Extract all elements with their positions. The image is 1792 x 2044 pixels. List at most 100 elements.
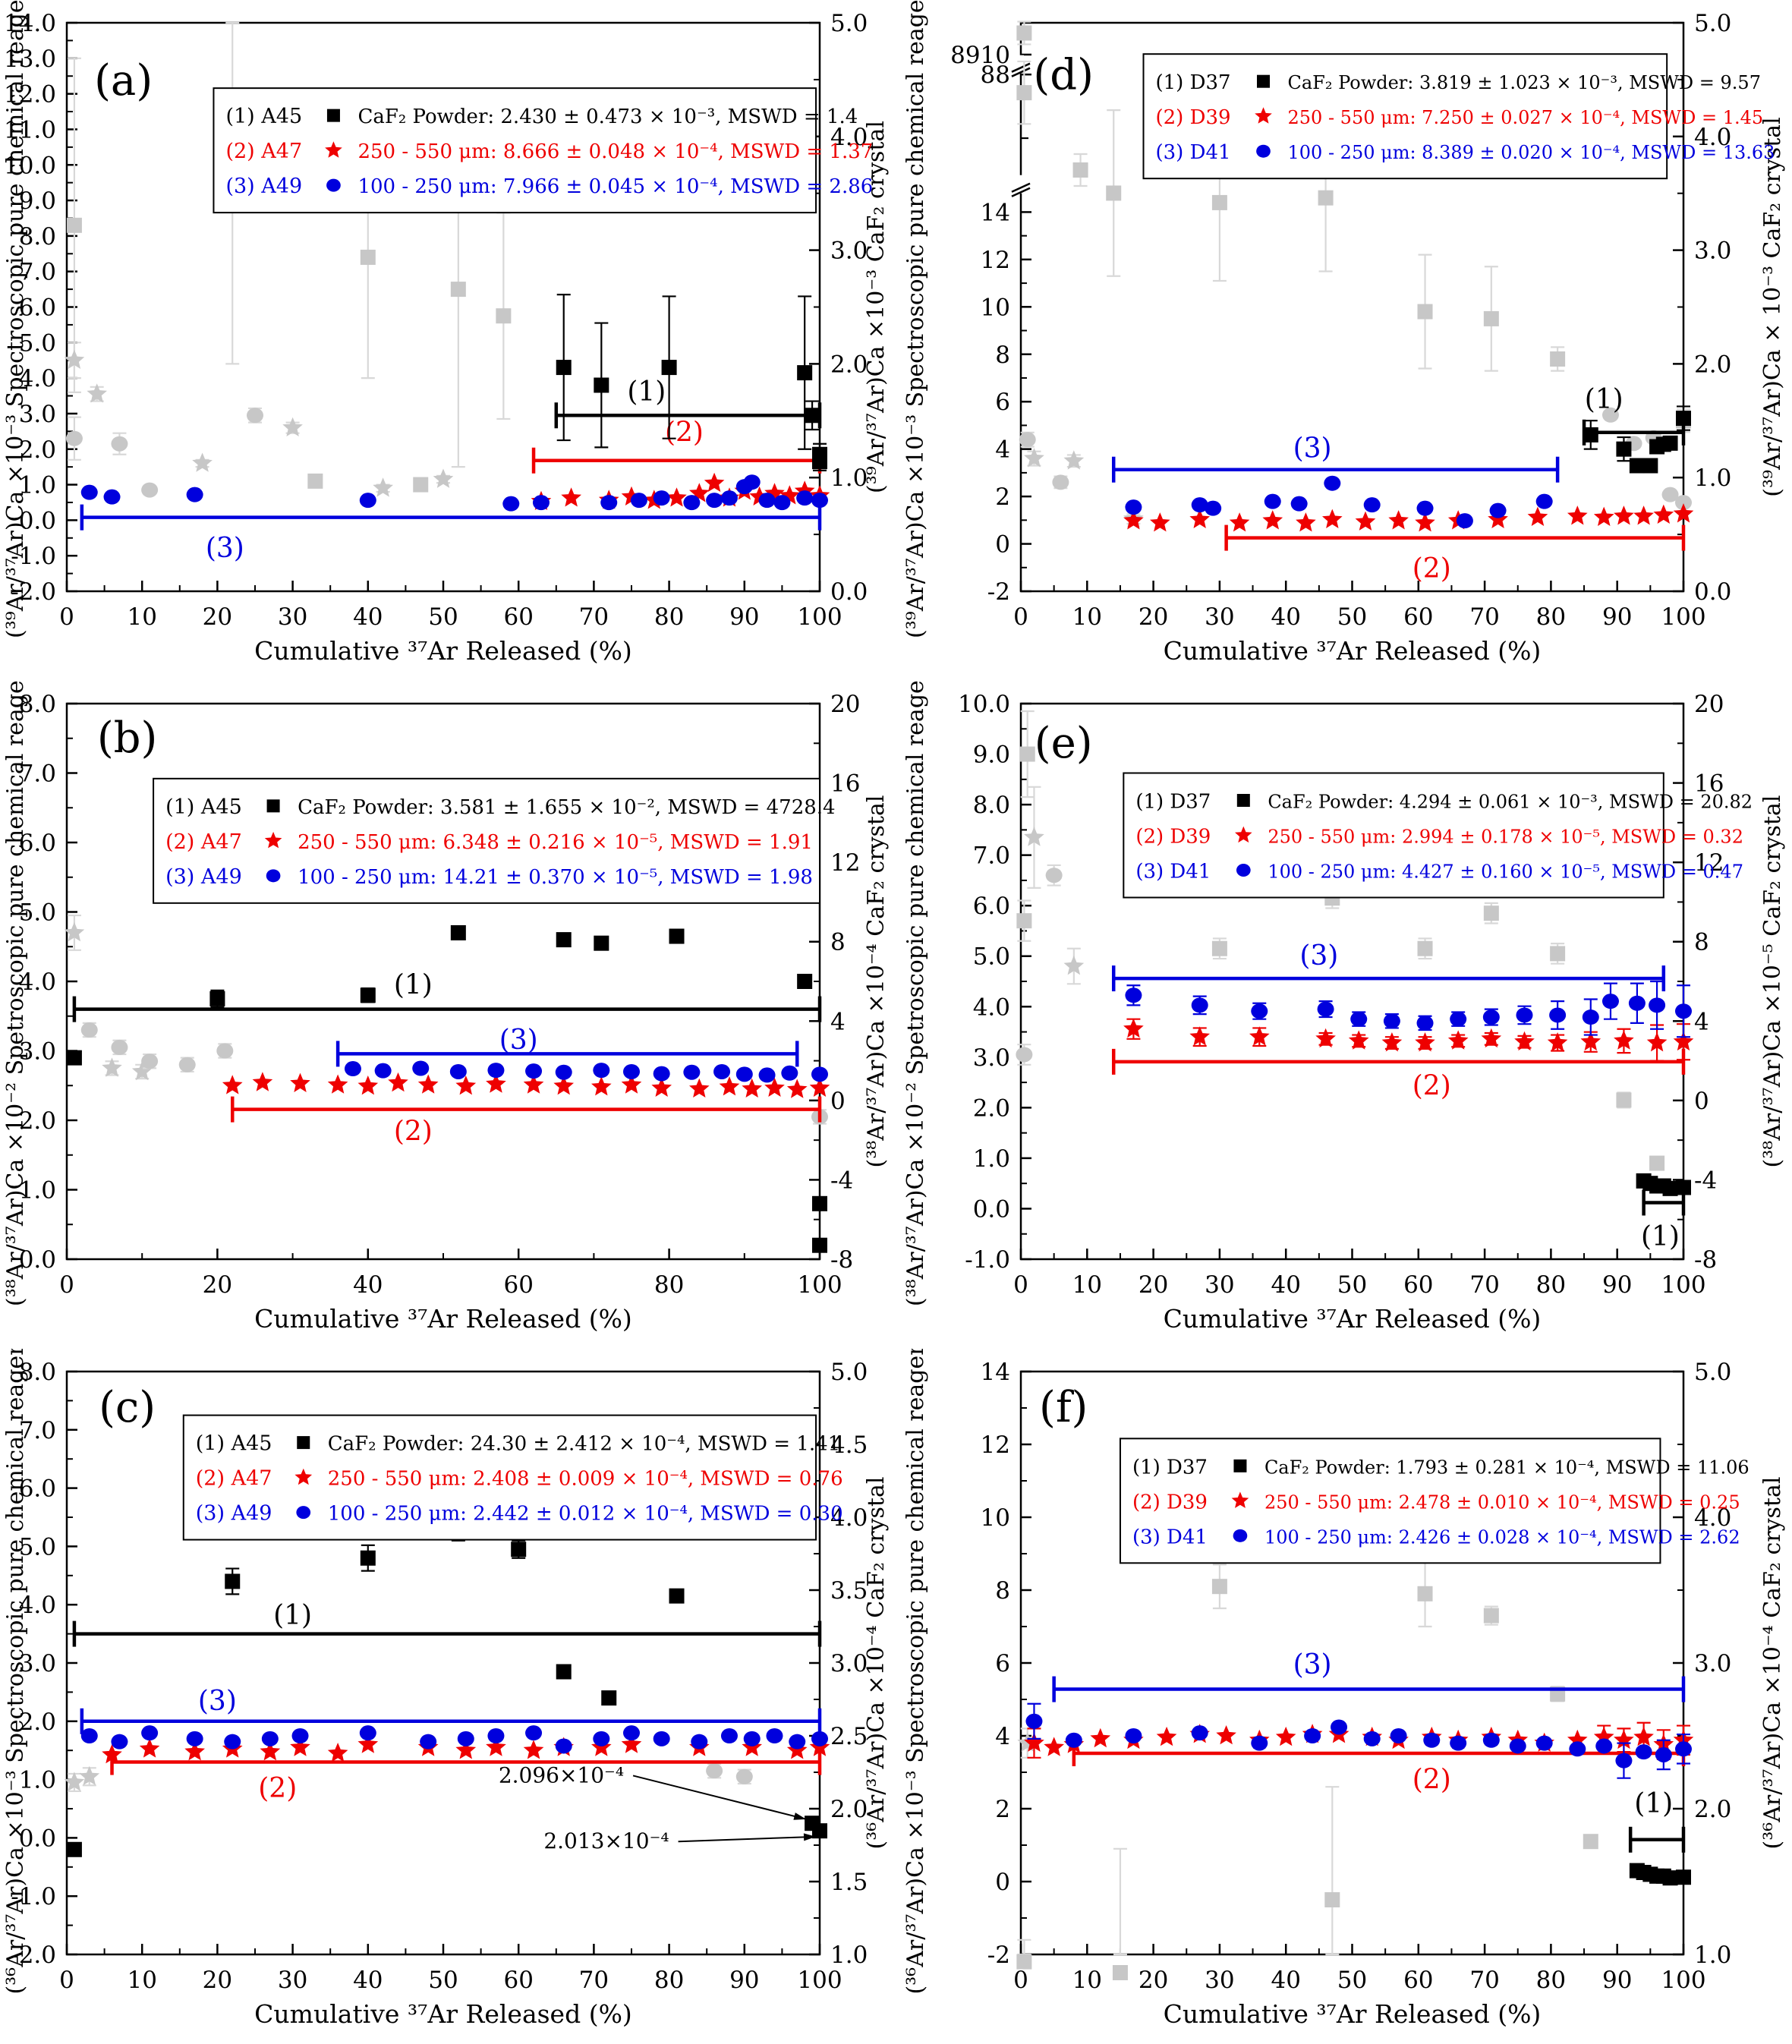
circle-marker (630, 493, 647, 509)
star-marker (1044, 1737, 1064, 1756)
legend-entry-text: 250 - 550 μm: 8.666 ± 0.048 × 10⁻⁴, MSWD… (357, 140, 873, 163)
circle-marker (1019, 432, 1036, 448)
square-marker (1072, 162, 1088, 178)
mean-line-label: (1) (627, 376, 666, 408)
circle-marker (593, 1731, 610, 1746)
circle-marker (186, 1731, 203, 1746)
x-tick-label: 100 (797, 603, 842, 631)
circle-marker (1045, 868, 1063, 883)
series-D41-100-250um (1125, 980, 1692, 1038)
y-right-tick-label: 4 (830, 1008, 846, 1035)
series-D41-100-250um (1025, 1702, 1692, 1779)
series-D37-powder (1583, 405, 1691, 474)
mean-line-(2): (2) (1224, 524, 1686, 584)
legend-box (213, 87, 817, 214)
star-marker (764, 1077, 785, 1097)
circle-marker (706, 493, 723, 509)
circle-marker (1065, 1732, 1082, 1748)
series-excluded-circles (706, 1762, 753, 1785)
x-tick-label: 40 (1271, 603, 1300, 631)
legend-sample-label: (3) A49 (225, 175, 302, 198)
legend-sample-label: (1) D37 (1132, 1456, 1208, 1479)
star-marker (1024, 1732, 1044, 1752)
circle-marker (1675, 1003, 1692, 1019)
circle-marker (1383, 1013, 1400, 1029)
circle-marker (1582, 1009, 1599, 1025)
circle-marker (743, 1731, 761, 1746)
y-left-tick-label: 7.0 (19, 1417, 56, 1444)
y-right-tick-label: 4.0 (1694, 124, 1731, 151)
star-marker (719, 1076, 740, 1096)
circle-marker (653, 1731, 670, 1746)
star-marker (357, 1076, 379, 1095)
circle-marker (720, 490, 738, 506)
circle-marker (1450, 1735, 1467, 1751)
star-marker (1275, 1726, 1296, 1746)
square-marker (812, 1237, 827, 1253)
panel-a-plot: 0 10 20 30 40 50 60 70 80 90 100 14.0 13.0 12.0 11.0 10… (2, 0, 890, 666)
square-marker (1483, 1608, 1499, 1624)
star-marker (561, 487, 581, 507)
legend-sample-label: (3) A49 (196, 1502, 272, 1526)
circle-marker (1125, 1728, 1142, 1743)
circle-marker (1125, 987, 1142, 1003)
star-marker (1229, 512, 1250, 532)
y-right-tick-label: 0 (830, 1088, 846, 1115)
square-marker (66, 1050, 82, 1066)
square-marker (1649, 1155, 1665, 1171)
circle-marker (653, 1066, 670, 1082)
star-marker (621, 1074, 642, 1094)
legend-entry-text: 100 - 250 μm: 4.427 ± 0.160 × 10⁻⁵, MSWD… (1268, 861, 1743, 883)
circle-marker (80, 1022, 98, 1038)
mean-line-(2): (2) (230, 1096, 822, 1147)
star-marker (290, 1072, 310, 1092)
x-tick-label: 100 (1661, 603, 1705, 631)
square-marker (496, 308, 512, 324)
mean-line-(3): (3) (1111, 940, 1666, 992)
circle-marker (1655, 1746, 1672, 1762)
star-marker (786, 1740, 808, 1759)
broken-axis-tick-label: 8910 (950, 42, 1010, 69)
y-right-tick-label: 4.0 (1694, 1504, 1731, 1532)
y-right-axis-title: (³⁹Ar/³⁷Ar)Ca ×10⁻³ CaF₂ crystal (863, 121, 890, 493)
star-marker (1614, 1030, 1634, 1050)
y-left-tick-label: 6.0 (19, 1476, 56, 1503)
x-tick-label: 90 (1602, 1271, 1632, 1299)
legend-sample-label: (3) D41 (1156, 141, 1231, 164)
x-tick-label: 30 (1205, 1271, 1234, 1299)
y-right-tick-label: 2.0 (830, 1796, 868, 1823)
series-D39-250-550um (1123, 1018, 1694, 1062)
circle-marker (1423, 1732, 1441, 1748)
star-marker (742, 1737, 762, 1756)
circle-marker (1516, 1007, 1533, 1023)
y-left-tick-label: 8 (995, 1577, 1010, 1605)
star-marker (591, 1737, 612, 1756)
y-left-tick-label: -2.0 (11, 1942, 56, 1969)
legend-entry-text: 100 - 250 μm: 14.21 ± 0.370 × 10⁻⁵, MSWD… (298, 866, 813, 889)
square-marker (1417, 304, 1433, 320)
axis-break-mark (1011, 67, 1031, 77)
x-axis-title: Cumulative ³⁷Ar Released (%) (1164, 1304, 1542, 1334)
circle-marker (359, 493, 376, 509)
square-marker (1676, 411, 1691, 427)
y-left-tick-label: 10.0 (958, 691, 1010, 718)
circle-marker (261, 1731, 279, 1746)
circle-marker (735, 1066, 753, 1082)
star-marker (1189, 509, 1210, 528)
square-marker (594, 935, 609, 951)
x-tick-label: 60 (1403, 1967, 1433, 1994)
x-tick-label: 80 (654, 1271, 684, 1299)
x-tick-label: 50 (428, 603, 458, 631)
y-left-tick-label: 14.0 (4, 10, 56, 37)
star-marker (282, 417, 303, 436)
circle-marker (1052, 474, 1069, 490)
y-left-tick-label: 1.0 (19, 1767, 56, 1794)
square-marker (360, 987, 376, 1003)
star-marker (1123, 510, 1144, 530)
star-marker (1322, 509, 1343, 528)
square-marker (669, 928, 685, 944)
legend-box (1142, 53, 1668, 180)
y-right-tick-label: 16 (1694, 770, 1724, 798)
star-marker (689, 1078, 710, 1098)
y-right-tick-label: 20 (830, 691, 860, 718)
